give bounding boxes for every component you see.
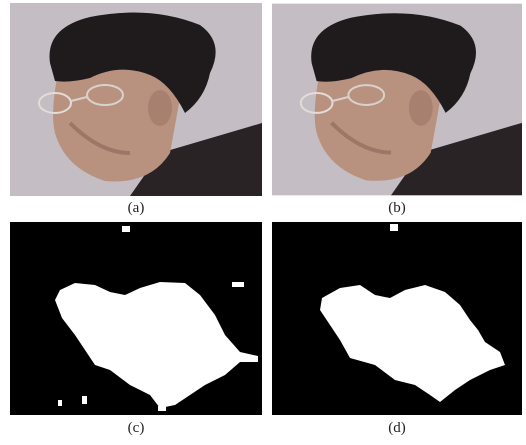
panel-label: (a) [128,200,145,216]
photo-enhanced [272,3,522,196]
panel-label: (b) [388,200,406,216]
photo-original [10,3,262,196]
panel-label: (d) [388,420,406,436]
mask-raw [10,222,262,415]
panel-label: (c) [128,420,145,436]
mask-refined [272,222,522,415]
